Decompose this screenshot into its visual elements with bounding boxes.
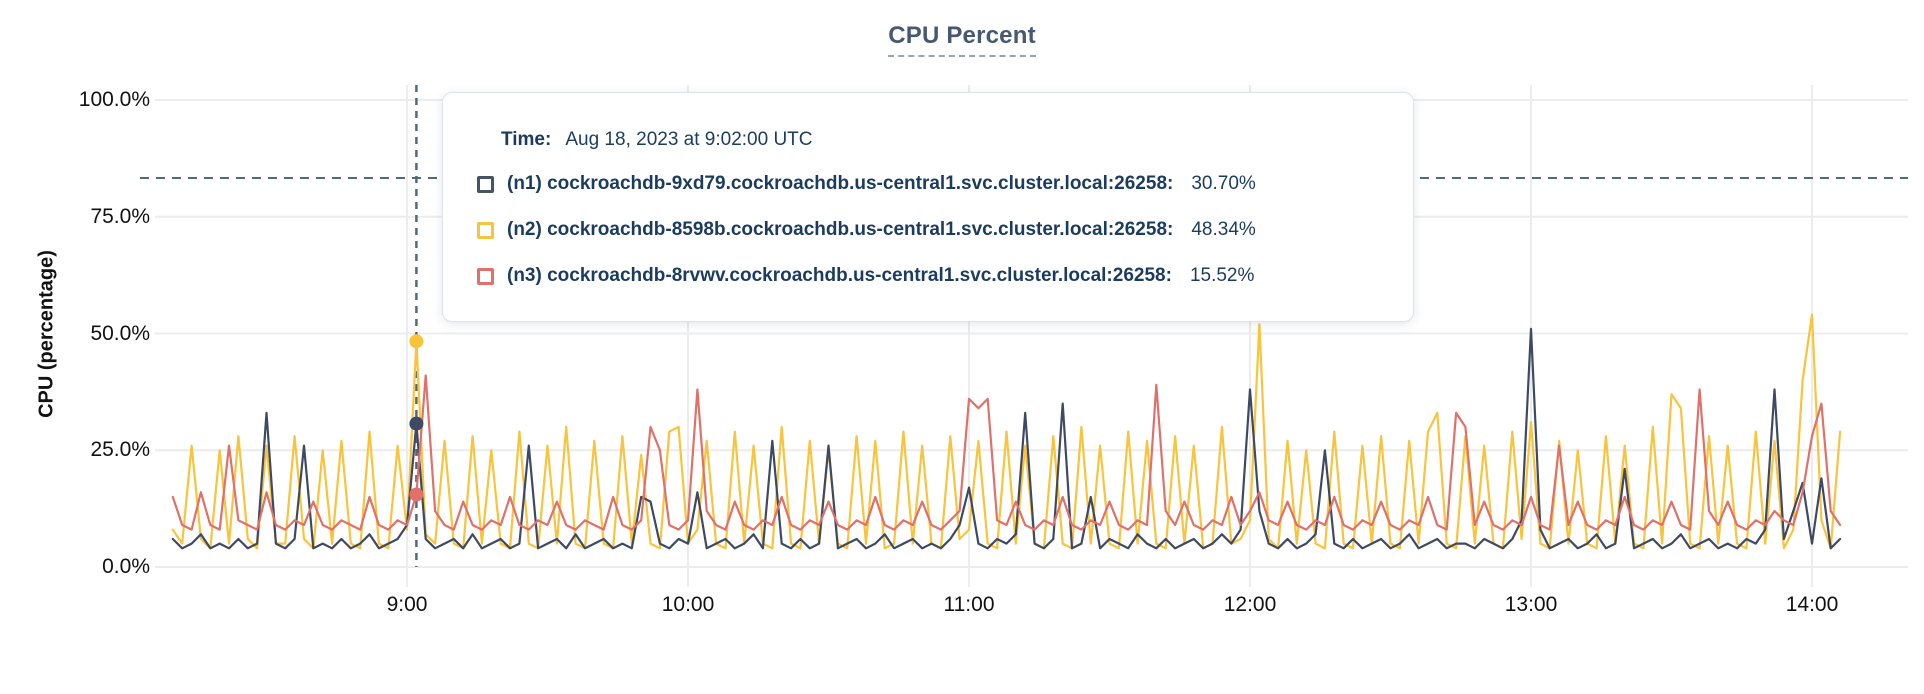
n2-series-label: (n2) cockroachdb-8598b.cockroachdb.us-ce… [507,219,1174,240]
chart-title[interactable]: CPU Percent [888,22,1036,57]
y-tick-75: 75.0% [90,205,150,228]
y-tick-50: 50.0% [90,322,150,345]
tooltip-series-row-n2: (n2) cockroachdb-8598b.cockroachdb.us-ce… [477,207,1413,253]
tooltip-time-value: Aug 18, 2023 at 9:02:00 UTC [565,129,813,150]
x-tick-10: 10:00 [661,593,715,616]
hover-tooltip: Time: Aug 18, 2023 at 9:02:00 UTC (n1) c… [442,92,1414,322]
n3-series-label: (n3) cockroachdb-8rvwv.cockroachdb.us-ce… [507,265,1172,286]
x-tick-12: 12:00 [1223,593,1277,616]
y-tick-25: 25.0% [90,438,150,461]
tooltip-series-rows: (n1) cockroachdb-9xd79.cockroachdb.us-ce… [477,161,1413,299]
n1-hover-point [409,416,424,431]
n1-series-value: 30.70% [1191,173,1256,194]
x-tick-14: 14:00 [1785,593,1839,616]
n3-series-value: 15.52% [1189,265,1255,286]
y-axis-title: CPU (percentage) [35,250,58,418]
n3-series-swatch-icon [477,267,494,285]
n1-series-label: (n1) cockroachdb-9xd79.cockroachdb.us-ce… [507,173,1174,194]
tooltip-series-row-n1: (n1) cockroachdb-9xd79.cockroachdb.us-ce… [477,161,1413,207]
n3-hover-point [409,487,424,502]
tooltip-time-row: Time: Aug 18, 2023 at 9:02:00 UTC [501,129,1413,151]
n1-series-swatch-icon [477,175,494,193]
x-tick-9: 9:00 [386,593,428,616]
x-tick-13: 13:00 [1504,593,1558,616]
n1-series-line [171,327,1842,550]
n2-series-swatch-icon [477,221,494,239]
n2-hover-point [409,334,424,349]
x-tick-11: 11:00 [943,593,995,616]
tooltip-time-label: Time: [501,129,552,150]
tooltip-series-row-n3: (n3) cockroachdb-8rvwv.cockroachdb.us-ce… [477,253,1413,299]
n2-series-value: 48.34% [1191,219,1256,240]
y-tick-0: 0.0% [102,555,150,578]
y-tick-100: 100.0% [78,88,150,111]
n3-series-line [171,374,1842,531]
chart-title-wrap: CPU Percent [0,22,1924,57]
